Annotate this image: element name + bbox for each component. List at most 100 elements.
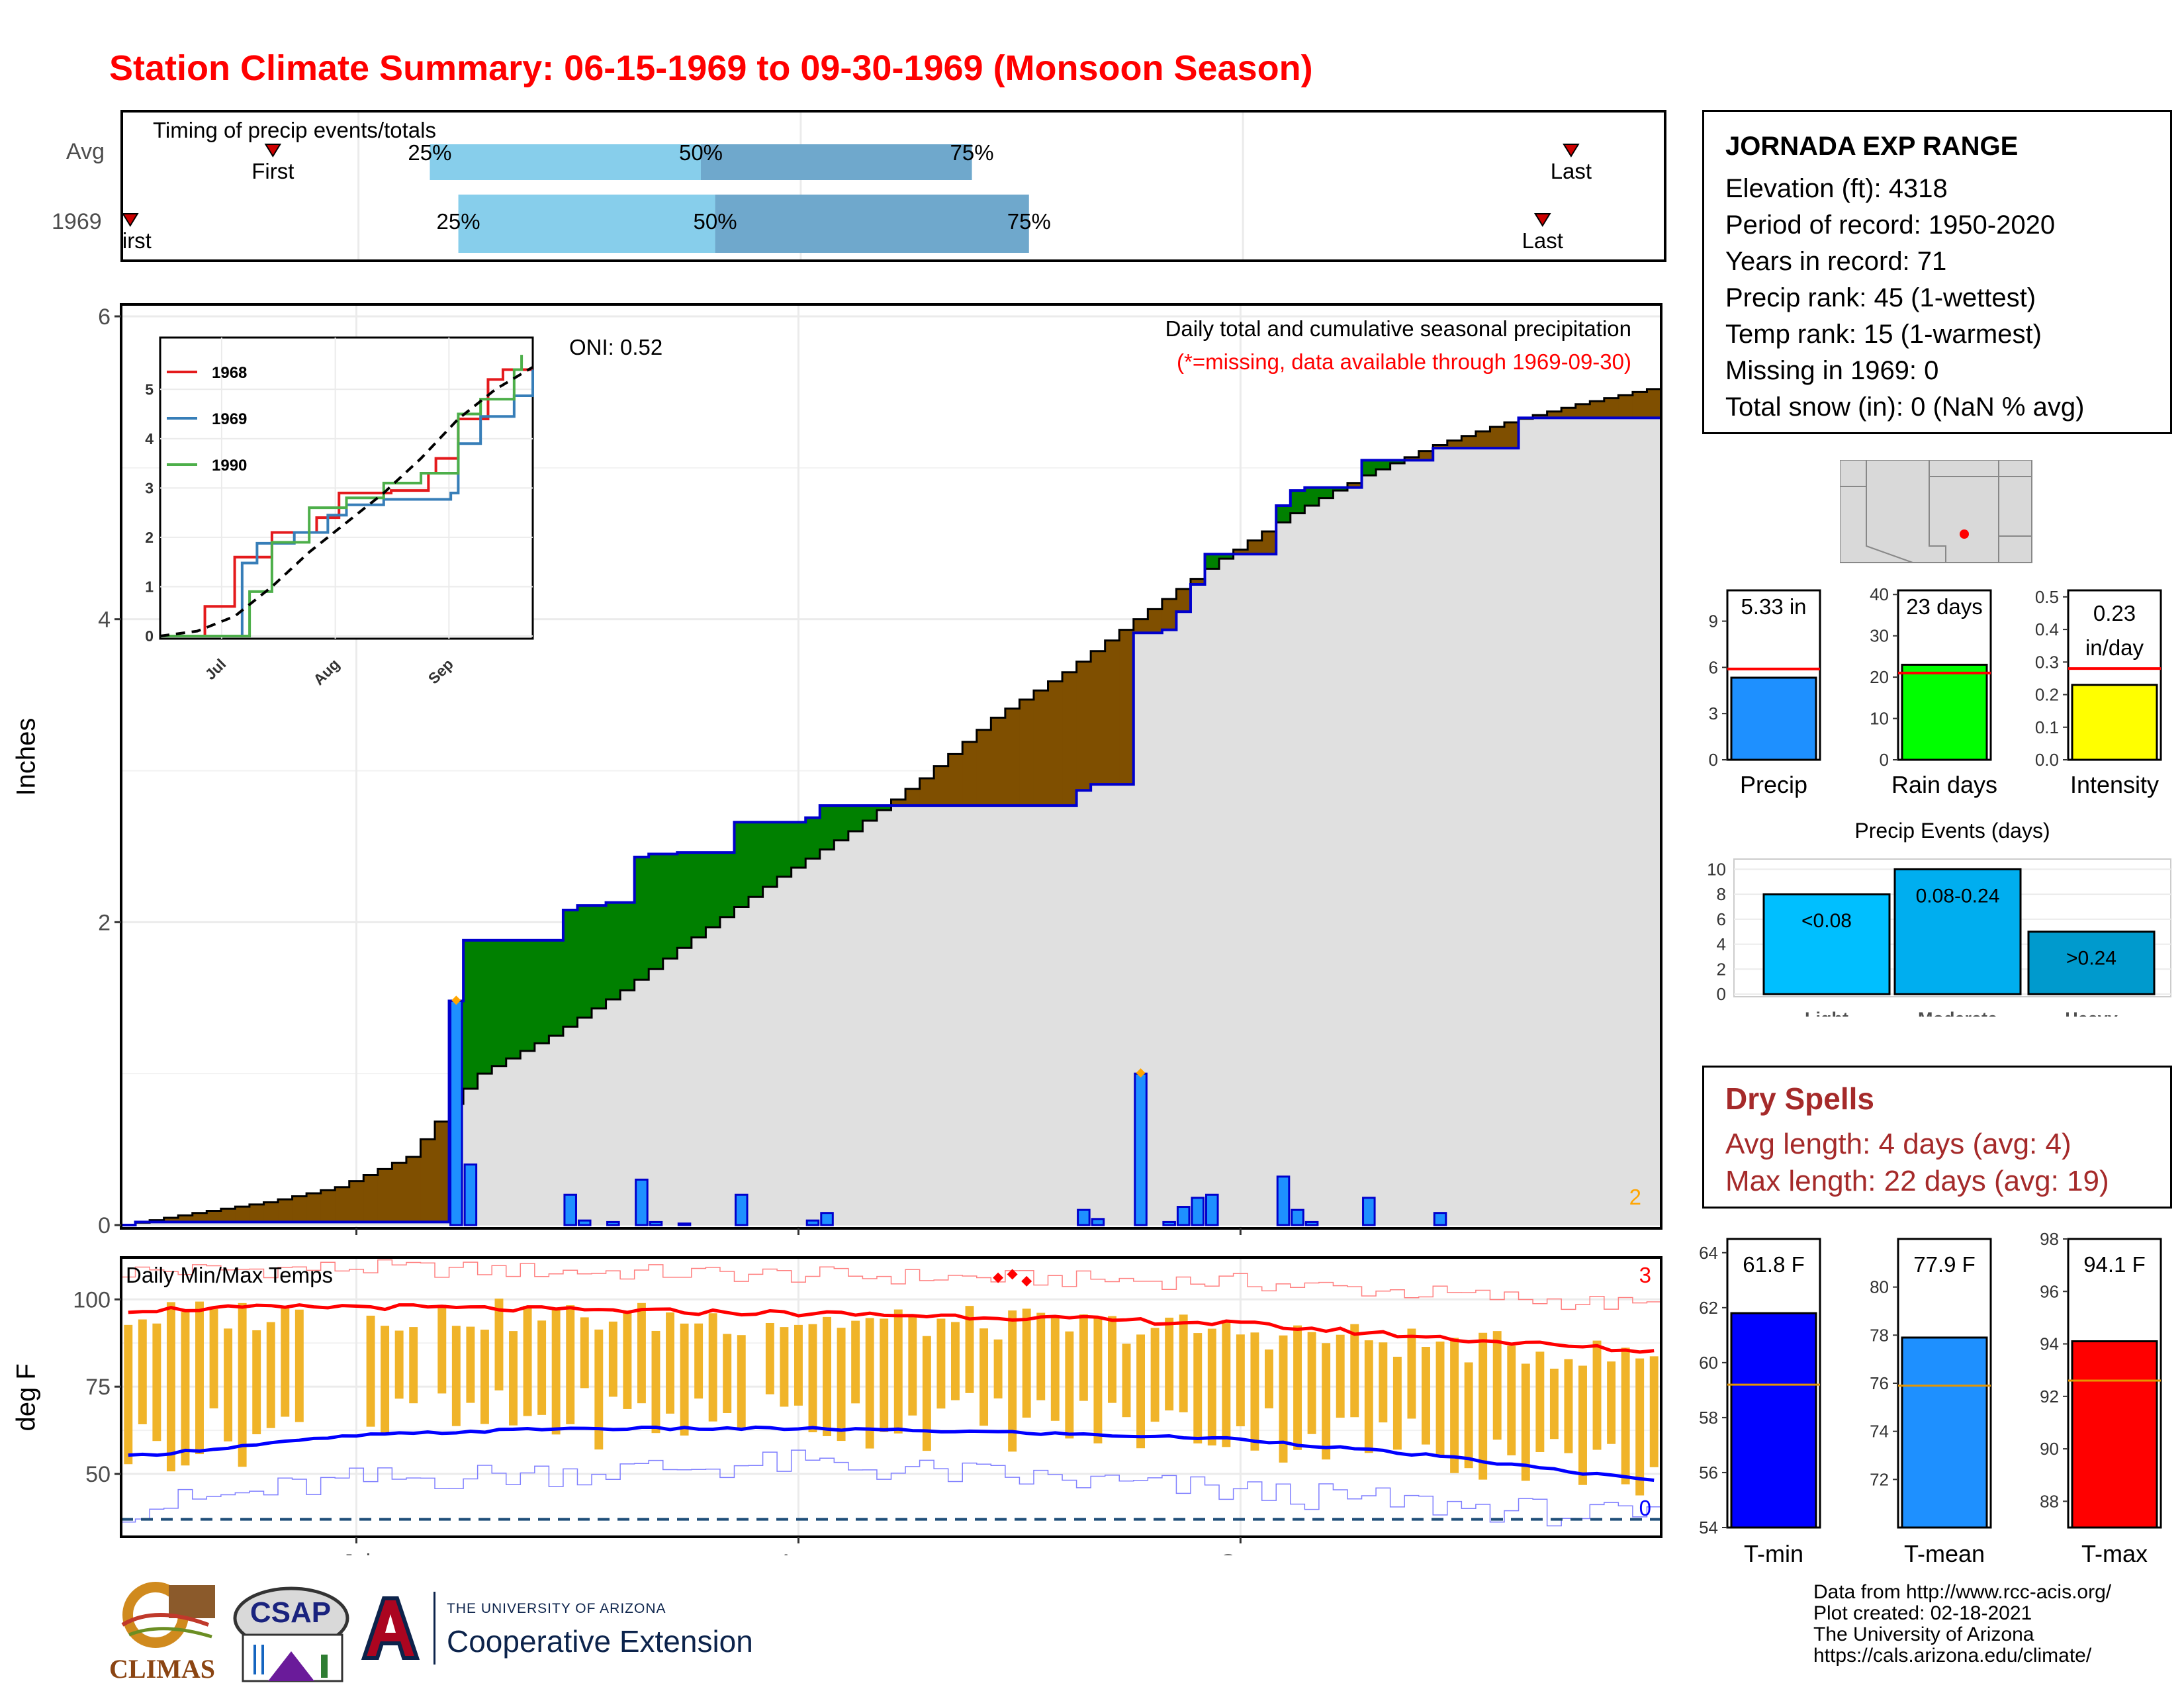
precip-deficit-fill [934, 766, 949, 806]
temp-daily-range-bar [509, 1331, 518, 1426]
precip-surplus-fill [1219, 554, 1234, 559]
precip-daily-bar [1162, 1220, 1176, 1226]
summary-1-bar [1901, 663, 1988, 761]
precip-y-tick-label: 2 [98, 910, 111, 935]
temp-daily-range-bar [1507, 1346, 1516, 1455]
tbar-0-tick-label: 58 [1699, 1408, 1718, 1428]
tbar-1-tick-label: 80 [1870, 1277, 1889, 1297]
timing-bar-50-75 [701, 144, 972, 180]
temp-daily-range-bar [1293, 1325, 1302, 1450]
precip-deficit-fill [1547, 411, 1562, 418]
precip-deficit-fill [220, 1209, 236, 1222]
station-period: Period of record: 1950-2020 [1725, 210, 2056, 240]
station-years: Years in record: 71 [1725, 247, 1947, 276]
precip-deficit-fill [292, 1196, 307, 1222]
temp-daily-range-bar [1307, 1332, 1316, 1434]
temp-daily-range-bar [195, 1301, 204, 1455]
precip-daily-bar [734, 1193, 749, 1226]
precip-surplus-fill [876, 805, 891, 810]
precip-deficit-fill [991, 717, 1006, 806]
precip-deficit-fill [1062, 672, 1077, 806]
temp-daily-range-bar [1079, 1314, 1088, 1401]
temp-daily-range-bar [623, 1311, 632, 1409]
temp-daily-range-bar [209, 1308, 218, 1408]
timing-bar-50-75 [715, 195, 1029, 253]
precip-surplus-fill [534, 940, 549, 1044]
temp-daily-range-bar [409, 1327, 418, 1404]
temp-daily-range-bar [1279, 1335, 1288, 1463]
temp-daily-range-bar [965, 1306, 974, 1393]
precip-chart: 0 2 4 6 Daily total and cumulative seasonal … [98, 303, 1662, 1238]
tbar-2-tick-label: 88 [2040, 1491, 2059, 1511]
timing-p50-label: 50% [679, 140, 723, 165]
uofa-small-text: THE UNIVERSITY OF ARIZONA [447, 1601, 666, 1616]
temp-record-max-line [121, 1259, 1661, 1310]
uofa-big-text: Cooperative Extension [447, 1624, 753, 1659]
inset-legend-label: 1969 [212, 410, 247, 428]
summary-1-tick-label: 0 [1880, 750, 1889, 770]
precip-deficit-fill [919, 778, 934, 806]
summary-value-label: 0.23 [2093, 601, 2136, 625]
temp-daily-range-bar [1250, 1332, 1259, 1451]
precip-record-marker [451, 995, 461, 1005]
precip-deficit-fill [435, 1121, 450, 1222]
temp-daily-range-bar [523, 1305, 532, 1416]
precip-deficit-fill [1005, 708, 1020, 806]
precip-deficit-fill [976, 729, 991, 806]
credit-data-source: Data from http://www.rcc-acis.org/ [1813, 1581, 2112, 1603]
precip-deficit-fill [1433, 445, 1448, 449]
precip-deficit-fill [420, 1139, 435, 1222]
temp-daily-range-bar [950, 1322, 960, 1400]
timing-last-label: Last [1551, 159, 1592, 183]
events-tick-label: 4 [1717, 935, 1726, 954]
temp-daily-range-bar [723, 1334, 732, 1413]
tbar-value-label: 94.1 F [2083, 1252, 2146, 1277]
events-category-label: Heavy [2065, 1009, 2118, 1017]
dry-spells-avg: Avg length: 4 days (avg: 4) [1725, 1128, 2071, 1160]
precip-deficit-fill [1647, 388, 1662, 418]
precip-surplus-fill [1290, 490, 1305, 514]
precip-y-axis-label: Inches [11, 717, 41, 796]
climas-logo: CLIMAS [109, 1578, 218, 1684]
temp-record-min-line [121, 1449, 1661, 1527]
precip-surplus-fill [762, 822, 778, 887]
timing-p25-label: 25% [408, 140, 451, 165]
timing-first-marker [264, 144, 282, 158]
inset-legend-label: 1990 [212, 457, 247, 475]
page-title: Station Climate Summary: 06-15-1969 to 0… [109, 48, 1313, 88]
temp-daily-range-bar [1407, 1328, 1416, 1419]
precip-deficit-fill [363, 1175, 379, 1222]
precip-deficit-fill [1447, 440, 1462, 449]
temp-daily-range-bar [1150, 1328, 1160, 1422]
events-bar-light [1762, 893, 1891, 995]
tbar-0-tick-label: 56 [1699, 1463, 1718, 1483]
temp-daily-range-bar [281, 1306, 290, 1417]
precip-deficit-fill [163, 1218, 179, 1222]
temp-daily-range-bar [238, 1303, 247, 1467]
timing-last-label: Last [1522, 228, 1563, 253]
precip-surplus-fill [719, 852, 735, 917]
temp-daily-range-bar [979, 1328, 989, 1426]
csap-logo: CSAP [228, 1582, 354, 1688]
events-bar-label: 0.08-0.24 [1916, 885, 2000, 907]
events-tick-label: 0 [1717, 984, 1726, 1004]
events-tick-label: 6 [1717, 909, 1726, 929]
precip-deficit-fill [1048, 681, 1063, 806]
precip-deficit-fill [1504, 422, 1520, 449]
precip-deficit-fill [406, 1157, 421, 1222]
inset-y-tick-label: 3 [145, 479, 154, 496]
precip-deficit-fill [349, 1181, 364, 1222]
summary-value-label: 5.33 in [1741, 594, 1806, 619]
summary-2-tick-label: 0.3 [2035, 652, 2059, 672]
summary-0-tick-label: 6 [1709, 657, 1718, 677]
precip-deficit-fill [320, 1190, 336, 1222]
summary-1-tick-label: 10 [1870, 709, 1889, 729]
temp-daily-range-bar [608, 1321, 617, 1397]
tbar-1-tick-label: 76 [1870, 1373, 1889, 1393]
dry-spells-max: Max length: 22 days (avg: 19) [1725, 1165, 2109, 1197]
precip-surplus-fill [1361, 460, 1377, 476]
summary-2-tick-label: 0.1 [2035, 717, 2059, 737]
inset-cumulative-chart: 0 1 2 3 4 5 Jul Aug Sep 1968 1969 1990 [145, 336, 534, 688]
temp-daily-range-bar [138, 1319, 147, 1424]
temp-daily-range-bar [1222, 1320, 1231, 1447]
